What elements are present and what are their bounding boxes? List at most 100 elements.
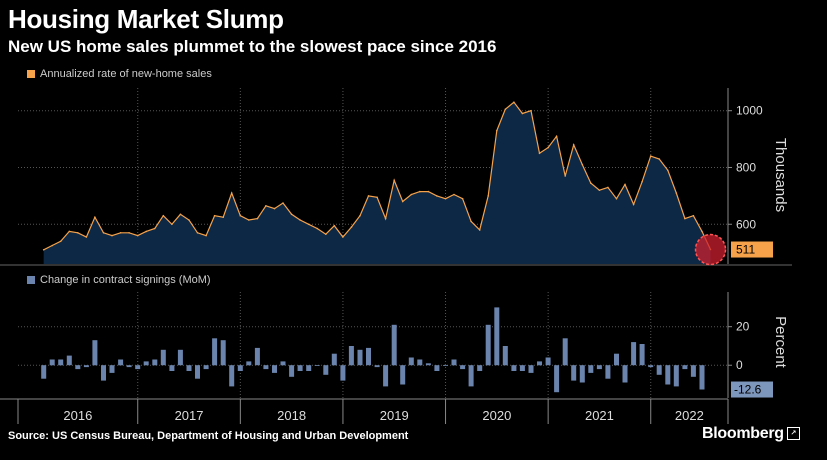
sales-point — [590, 182, 592, 184]
sales-point — [307, 223, 310, 226]
sales-point — [230, 192, 233, 194]
signings-bar — [614, 353, 619, 366]
signings-bar — [101, 365, 106, 381]
brand-logo: Bloomberg ↗ — [702, 425, 800, 443]
sales-area — [43, 102, 711, 264]
signings-bar — [443, 365, 448, 366]
signings-bar — [169, 365, 175, 371]
signings-bar — [400, 365, 406, 385]
signings-bar — [383, 365, 389, 387]
signings-bar — [545, 357, 551, 366]
signings-bar — [639, 344, 645, 366]
signings-bar — [408, 357, 414, 366]
sales-point — [68, 230, 71, 233]
sales-point — [42, 249, 45, 251]
sales-point — [641, 180, 643, 183]
signings-last-value-box — [731, 381, 773, 398]
signings-bar — [622, 365, 628, 383]
signings-bar — [374, 365, 380, 368]
sales-point — [205, 234, 207, 237]
signings-bar — [306, 365, 312, 371]
sales-point — [248, 219, 250, 221]
sales-point — [145, 230, 147, 233]
sales-point — [162, 214, 165, 217]
signings-bar — [186, 365, 192, 371]
signings-bar — [280, 361, 286, 366]
sales-point — [239, 214, 242, 217]
signings-bar — [109, 365, 115, 373]
sales-point — [333, 224, 336, 227]
sales-point — [667, 169, 669, 172]
sales-point — [615, 197, 618, 200]
sales-point — [154, 227, 156, 230]
x-tick-label: 2021 — [585, 408, 614, 423]
signings-bar — [528, 365, 534, 373]
signings-bar — [118, 359, 124, 366]
signings-bar — [579, 365, 585, 383]
signings-bar — [665, 365, 671, 385]
signings-bar — [596, 365, 602, 370]
sales-point — [521, 112, 524, 115]
sales-point — [572, 144, 575, 146]
legend-swatch-signings — [27, 276, 35, 284]
signings-bar — [229, 365, 235, 387]
signings-bar — [391, 324, 397, 366]
top-y-axis-title: Thousands — [772, 138, 789, 212]
sales-point — [102, 232, 105, 234]
sales-point — [196, 232, 199, 234]
sales-point — [136, 234, 139, 237]
sales-point — [444, 197, 447, 200]
signings-bar — [254, 347, 260, 366]
signings-bar — [126, 365, 132, 368]
legend-label-sales: Annualized rate of new-home sales — [40, 68, 212, 80]
sales-point — [273, 207, 276, 210]
sales-point — [325, 233, 327, 235]
sales-point — [632, 203, 635, 206]
signings-bar — [41, 365, 47, 379]
sales-point — [179, 213, 182, 216]
sales-point — [607, 186, 609, 189]
bottom-y-axis-title: Percent — [772, 316, 789, 369]
signings-bar — [152, 359, 158, 366]
sales-point — [111, 234, 113, 237]
signings-bar — [425, 363, 431, 366]
signings-bar — [656, 365, 662, 375]
sales-point — [478, 229, 481, 231]
sales-point — [188, 219, 190, 221]
signings-bar — [203, 365, 209, 370]
x-tick-label: 2022 — [675, 408, 704, 423]
sales-point — [359, 214, 361, 217]
legend-label-signings: Change in contract signings (MoM) — [40, 274, 211, 286]
signings-bar — [648, 365, 654, 368]
x-tick-label: 2020 — [482, 408, 511, 423]
sales-point — [256, 217, 259, 220]
sales-point — [504, 108, 507, 111]
signings-bar — [92, 340, 98, 366]
sales-point — [290, 213, 293, 216]
highlight-circle — [694, 233, 727, 266]
signings-bar — [340, 365, 346, 381]
signings-bar — [357, 349, 363, 366]
signings-bar — [195, 365, 200, 379]
sales-point — [564, 175, 566, 177]
sales-point — [530, 109, 532, 112]
sales-point — [282, 202, 284, 204]
signings-bar — [212, 338, 218, 366]
signings-bar — [297, 365, 303, 371]
sales-point — [299, 219, 301, 221]
x-tick-label: 2017 — [175, 408, 204, 423]
sales-point — [487, 195, 490, 197]
sales-point — [538, 152, 541, 155]
signings-bar — [485, 324, 491, 366]
signings-bar — [690, 365, 696, 377]
signings-bar — [477, 365, 483, 371]
signings-bar — [519, 365, 525, 371]
sales-point — [436, 195, 438, 197]
sales-point — [384, 217, 387, 220]
sales-point — [171, 223, 173, 226]
sales-point — [470, 220, 472, 223]
sales-point — [658, 158, 660, 160]
sales-point — [367, 195, 370, 197]
sales-point — [51, 244, 53, 247]
top-y-tick-label: 800 — [736, 160, 756, 174]
